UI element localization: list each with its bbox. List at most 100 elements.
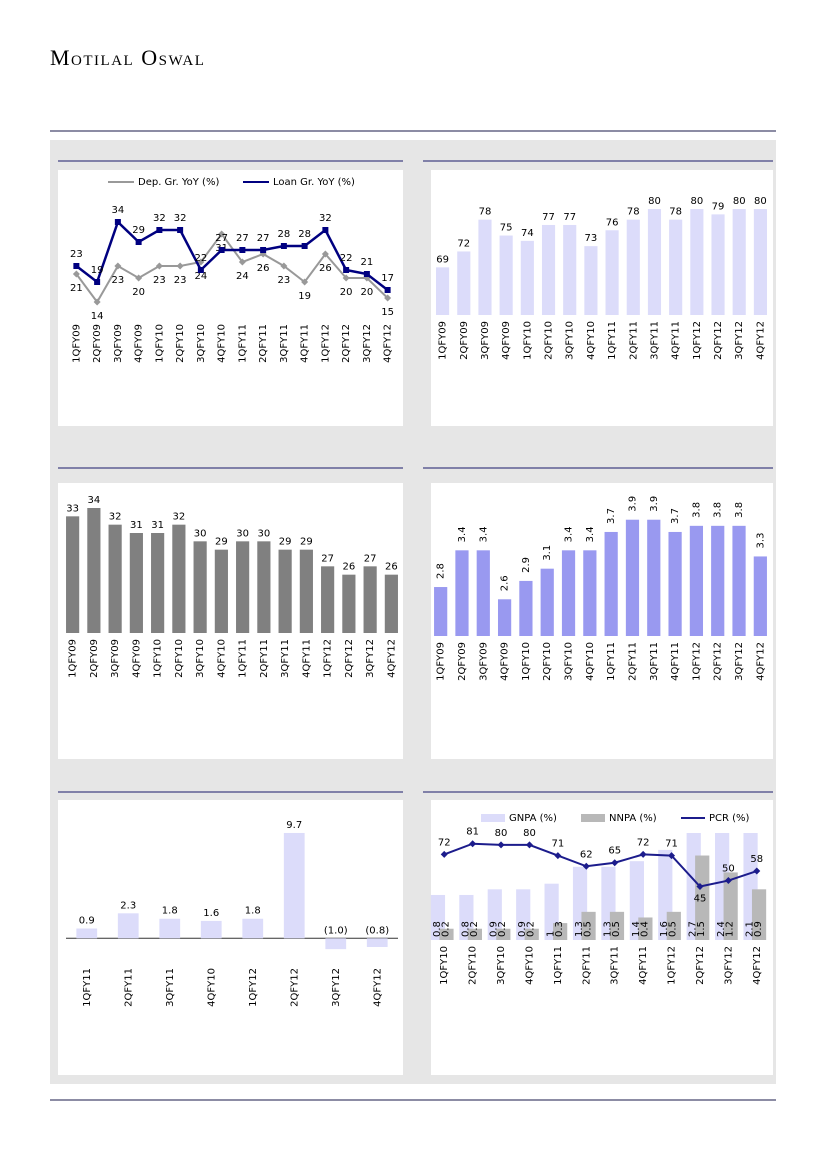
bar bbox=[478, 219, 492, 315]
data-label: 3.8 bbox=[713, 502, 724, 518]
x-tick-label: 3QFY12 bbox=[734, 642, 745, 681]
data-label: 78 bbox=[479, 207, 492, 218]
data-label: 75 bbox=[500, 223, 513, 234]
marker bbox=[94, 279, 101, 285]
bar bbox=[647, 519, 661, 636]
data-label: 45 bbox=[694, 894, 707, 905]
data-label: 32 bbox=[319, 213, 332, 224]
data-label: 23 bbox=[174, 275, 187, 286]
bars bbox=[430, 833, 767, 940]
marker bbox=[440, 850, 448, 858]
x-tick-label: 4QFY12 bbox=[386, 639, 397, 678]
data-label: 3.3 bbox=[755, 533, 766, 549]
data-label: 0.5 bbox=[582, 921, 593, 937]
data-label: 26 bbox=[385, 562, 398, 573]
x-tick-label: 1QFY10 bbox=[439, 946, 450, 985]
data-label: 80 bbox=[523, 828, 536, 839]
x-tick-label: 1QFY09 bbox=[68, 639, 79, 678]
data-label: 24 bbox=[236, 271, 249, 282]
x-tick-label: 3QFY11 bbox=[279, 324, 290, 363]
x-tick-label: 4QFY12 bbox=[752, 946, 763, 985]
marker bbox=[280, 262, 288, 270]
data-label: 81 bbox=[466, 827, 479, 838]
bar bbox=[690, 209, 704, 315]
data-label: 1.2 bbox=[725, 921, 736, 937]
bar bbox=[363, 566, 377, 633]
data-label: 34 bbox=[88, 495, 101, 506]
bar bbox=[172, 524, 186, 633]
x-tick-label: 4QFY11 bbox=[301, 639, 312, 678]
x-tick-label: 3QFY12 bbox=[734, 321, 745, 360]
marker bbox=[724, 877, 732, 885]
x-tick-label: 2QFY11 bbox=[123, 968, 134, 1007]
bar bbox=[689, 525, 704, 636]
bar bbox=[497, 599, 512, 636]
x-tick-label: 4QFY12 bbox=[755, 321, 766, 360]
data-label: 27 bbox=[257, 233, 270, 244]
bar bbox=[647, 209, 662, 315]
data-label: 72 bbox=[637, 837, 650, 848]
bar bbox=[561, 550, 576, 636]
x-tick-label: 1QFY11 bbox=[237, 324, 248, 363]
data-label: 22 bbox=[340, 253, 353, 264]
data-label: 3.7 bbox=[670, 508, 681, 524]
data-label: 2.9 bbox=[521, 557, 532, 573]
data-label: 24 bbox=[195, 271, 208, 282]
x-tick-label: 3QFY09 bbox=[480, 321, 491, 360]
data-label: 79 bbox=[712, 201, 725, 212]
data-label: 1.6 bbox=[203, 908, 219, 919]
x-tick-label: 3QFY12 bbox=[331, 968, 342, 1007]
x-tick-label: 3QFY09 bbox=[113, 324, 124, 363]
x-tick-label: 3QFY11 bbox=[649, 642, 660, 681]
data-label: 31 bbox=[151, 520, 164, 531]
data-label: 3.8 bbox=[691, 502, 702, 518]
x-tick-label: 1QFY11 bbox=[606, 642, 617, 681]
bar bbox=[214, 549, 228, 633]
bar bbox=[751, 889, 767, 940]
x-tick-label: 1QFY12 bbox=[248, 968, 259, 1007]
data-label: 32 bbox=[109, 512, 122, 523]
brand: Motilal Oswal bbox=[50, 45, 205, 70]
x-tick-label: 2QFY11 bbox=[628, 321, 639, 360]
legend-label: PCR (%) bbox=[709, 813, 750, 824]
x-tick-label: 3QFY10 bbox=[565, 321, 576, 360]
bar bbox=[117, 913, 139, 939]
bar bbox=[541, 224, 556, 315]
x-tick-label: 3QFY09 bbox=[110, 639, 121, 678]
legend-label: Loan Gr. YoY (%) bbox=[273, 177, 355, 188]
data-label: 0.8 bbox=[460, 921, 471, 937]
x-tick-label: 2QFY10 bbox=[544, 321, 555, 360]
data-label: 21 bbox=[70, 283, 83, 294]
bar bbox=[625, 519, 640, 636]
data-label: 29 bbox=[279, 537, 292, 548]
x-tick-label: 2QFY11 bbox=[259, 639, 270, 678]
data-label: 74 bbox=[521, 228, 534, 239]
data-label: 0.2 bbox=[469, 921, 480, 937]
bar bbox=[299, 549, 313, 633]
legend-label: GNPA (%) bbox=[509, 813, 557, 824]
bar bbox=[520, 240, 534, 315]
data-label: 0.4 bbox=[639, 921, 650, 937]
marker bbox=[260, 247, 267, 253]
bar bbox=[342, 574, 356, 633]
data-label: 3.4 bbox=[585, 526, 596, 542]
data-label: 20 bbox=[340, 287, 353, 298]
data-label: 27 bbox=[364, 553, 377, 564]
marker bbox=[72, 270, 80, 278]
marker bbox=[93, 298, 101, 306]
bar bbox=[604, 531, 618, 636]
x-tick-label: 4QFY09 bbox=[131, 639, 142, 678]
data-label: 22 bbox=[195, 253, 208, 264]
x-tick-label: 4QFY09 bbox=[501, 321, 512, 360]
bar bbox=[753, 556, 767, 636]
marker bbox=[73, 263, 80, 269]
data-label: 2.4 bbox=[716, 921, 727, 937]
x-tick-label: 1QFY10 bbox=[522, 321, 533, 360]
data-label: 17 bbox=[381, 273, 394, 284]
data-label: 0.9 bbox=[517, 921, 528, 937]
x-tick-label: 4QFY10 bbox=[524, 946, 535, 985]
marker bbox=[238, 258, 246, 266]
data-label: 20 bbox=[361, 287, 374, 298]
marker bbox=[363, 271, 370, 277]
x-tick-label: 3QFY12 bbox=[365, 639, 376, 678]
